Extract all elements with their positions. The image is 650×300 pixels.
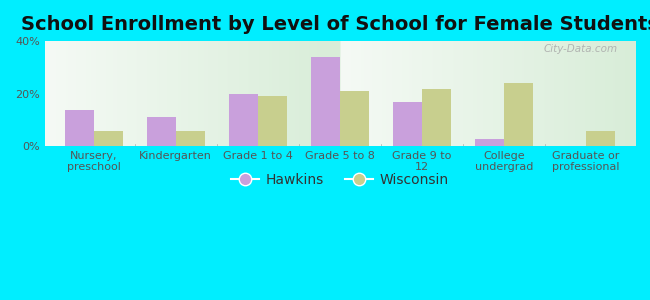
Bar — [176, 130, 205, 146]
Bar — [393, 102, 422, 146]
Bar — [422, 88, 450, 146]
Bar — [229, 94, 258, 146]
Bar — [311, 57, 340, 146]
Text: City-Data.com: City-Data.com — [543, 44, 618, 54]
Bar — [65, 110, 94, 146]
Title: School Enrollment by Level of School for Female Students: School Enrollment by Level of School for… — [21, 15, 650, 34]
Bar — [94, 130, 122, 146]
Bar — [475, 139, 504, 146]
Bar — [586, 130, 614, 146]
Bar — [340, 91, 369, 146]
Legend: Hawkins, Wisconsin: Hawkins, Wisconsin — [226, 167, 454, 192]
Bar — [258, 96, 287, 146]
Bar — [147, 118, 176, 146]
Bar — [504, 83, 532, 146]
